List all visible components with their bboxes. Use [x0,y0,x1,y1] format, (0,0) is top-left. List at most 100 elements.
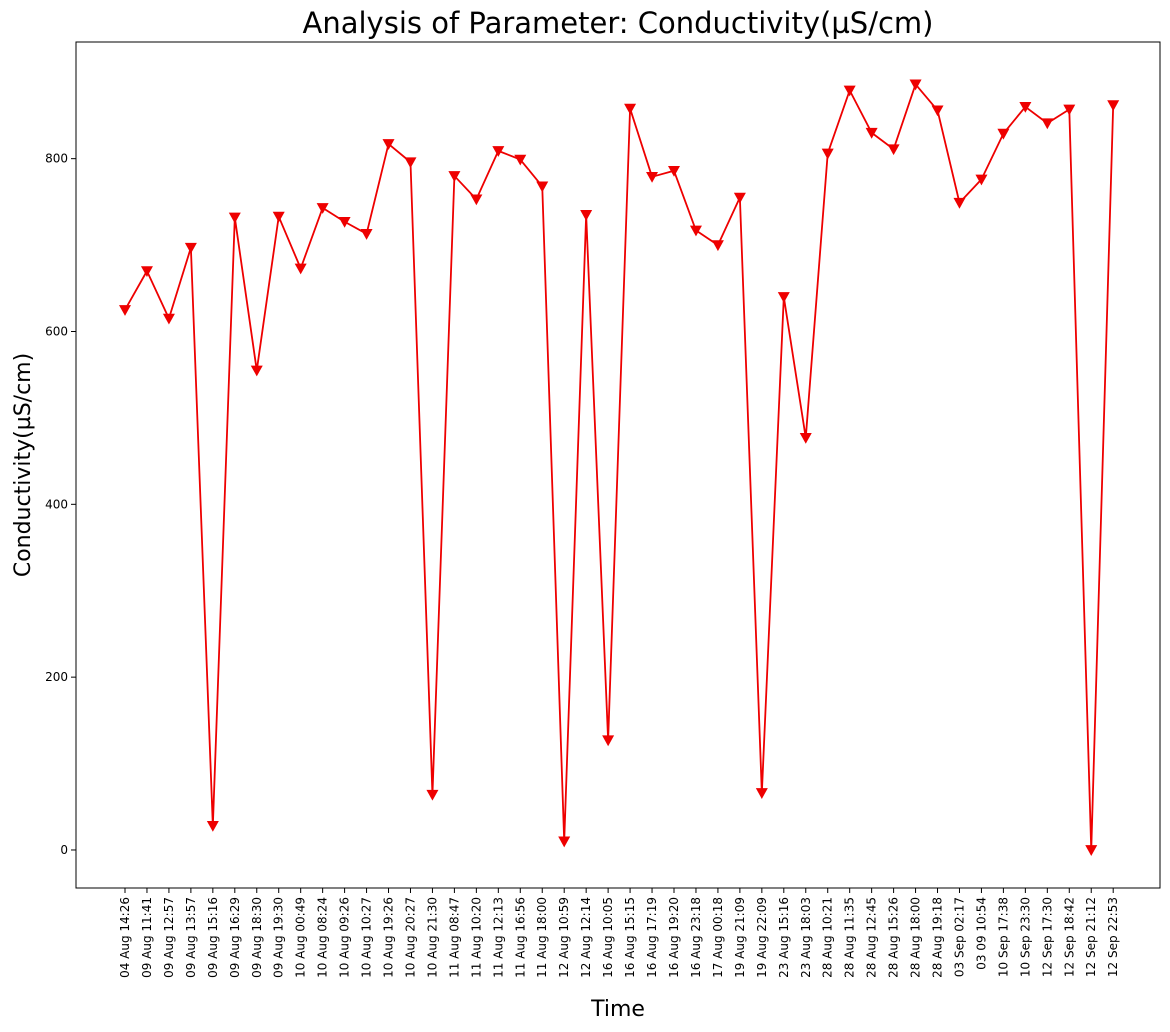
data-point-marker [470,194,483,206]
data-point-marker [843,85,856,97]
data-point-marker [316,203,329,214]
x-tick-label: 09 Aug 13:57 [184,897,198,978]
x-axis: 04 Aug 14:26 09 Aug 11:41 09 Aug 12:57 09 A… [118,888,1120,978]
data-point-marker [272,211,285,223]
x-tick-label: 10 Sep 17:38 [996,897,1010,977]
x-tick-label: 23 Aug 18:03 [799,897,813,978]
data-point-marker [250,365,263,377]
x-tick-label: 16 Aug 15:15 [623,897,637,978]
x-tick-label: 09 Aug 15:16 [206,897,220,978]
series-conductivity [119,79,1120,856]
data-point-marker [689,225,702,237]
data-point-marker [184,242,197,254]
data-point-marker [536,181,549,193]
data-point-marker [162,313,175,325]
x-tick-label: 09 Aug 19:30 [272,897,286,978]
x-tick-label: 10 Aug 09:26 [338,897,352,978]
x-tick-label: 11 Aug 10:20 [469,897,483,978]
x-tick-label: 16 Aug 19:20 [667,897,681,978]
data-point-marker [294,263,307,275]
data-point-marker [909,79,922,91]
data-point-marker [206,820,219,832]
y-tick-label: 600 [45,324,68,338]
data-point-marker [646,172,659,183]
data-point-marker [624,103,637,115]
data-point-marker [426,789,439,801]
y-tick-label: 200 [45,670,68,684]
x-tick-label: 12 Aug 10:59 [557,897,571,978]
data-point-marker [492,146,505,157]
x-tick-label: 23 Aug 15:16 [777,897,791,978]
x-tick-label: 12 Sep 18:42 [1062,897,1076,977]
x-tick-label: 28 Aug 19:18 [931,897,945,978]
x-tick-label: 09 Aug 16:29 [228,897,242,978]
data-point-marker [140,266,153,277]
x-tick-label: 16 Aug 17:19 [645,897,659,978]
data-point-marker [865,127,878,139]
y-tick-label: 400 [45,497,68,511]
data-point-marker [558,836,571,848]
data-point-marker [338,216,351,228]
x-tick-label: 28 Aug 15:26 [887,897,901,978]
x-tick-label: 28 Aug 10:21 [821,897,835,978]
x-tick-label: 10 Aug 21:30 [425,897,439,978]
x-tick-label: 12 Sep 21:12 [1084,897,1098,977]
data-point-marker [733,192,746,204]
x-tick-label: 11 Aug 18:00 [535,897,549,978]
data-point-marker [953,197,966,209]
x-tick-label: 09 Aug 11:41 [140,897,154,978]
series-line [124,83,1115,851]
x-tick-label: 11 Aug 12:13 [491,897,505,978]
y-tick-label: 800 [45,152,68,166]
x-tick-label: 19 Aug 21:09 [733,897,747,978]
x-tick-label: 09 Aug 12:57 [162,897,176,978]
x-tick-label: 12 Sep 22:53 [1106,897,1120,977]
x-tick-label: 04 Aug 14:26 [118,897,132,978]
data-point-marker [360,229,373,240]
x-tick-label: 10 Aug 10:27 [360,897,374,978]
x-tick-label: 12 Sep 17:30 [1040,897,1054,977]
x-tick-label: 28 Aug 12:45 [865,897,879,978]
data-point-marker [997,128,1010,140]
data-point-marker [777,292,790,303]
data-point-marker [514,154,527,166]
x-tick-label: 16 Aug 10:05 [601,897,615,978]
data-point-marker [887,144,900,156]
x-tick-label: 10 Aug 19:26 [382,897,396,978]
data-point-marker [228,212,241,224]
x-tick-label: 28 Aug 11:35 [843,897,857,978]
data-point-marker [931,105,944,117]
y-tick-label: 0 [60,843,68,857]
data-point-marker [1019,102,1032,113]
x-tick-label: 03 Sep 02:17 [952,897,966,977]
x-tick-label: 17 Aug 00:18 [711,897,725,978]
x-tick-label: 10 Sep 23:30 [1018,897,1032,977]
x-tick-label: 10 Aug 00:49 [294,897,308,978]
data-point-marker [1107,100,1120,112]
data-point-marker [799,432,812,444]
data-point-marker [711,240,724,252]
x-tick-label: 16 Aug 23:18 [689,897,703,978]
data-point-marker [755,788,768,799]
x-tick-label: 19 Aug 22:09 [755,897,769,978]
x-tick-label: 11 Aug 16:56 [513,897,527,978]
y-axis-title: Conductivity(µS/cm) [11,353,36,577]
x-tick-label: 09 Aug 18:30 [250,897,264,978]
data-point-marker [119,305,131,316]
x-tick-label: 10 Aug 08:24 [316,897,330,978]
data-point-marker [382,139,395,150]
data-point-marker [1063,104,1076,116]
data-point-marker [1041,118,1054,130]
data-point-marker [448,171,461,182]
x-tick-label: 28 Aug 18:00 [909,897,923,978]
data-point-marker [580,210,593,221]
x-tick-label: 12 Aug 12:14 [579,897,593,978]
x-tick-label: 11 Aug 08:47 [447,897,461,978]
data-point-marker [404,157,417,169]
data-point-marker [668,165,680,177]
data-point-marker [975,174,988,186]
x-axis-title: Time [590,997,645,1022]
plot-frame [75,41,1161,889]
data-point-marker [602,735,615,747]
